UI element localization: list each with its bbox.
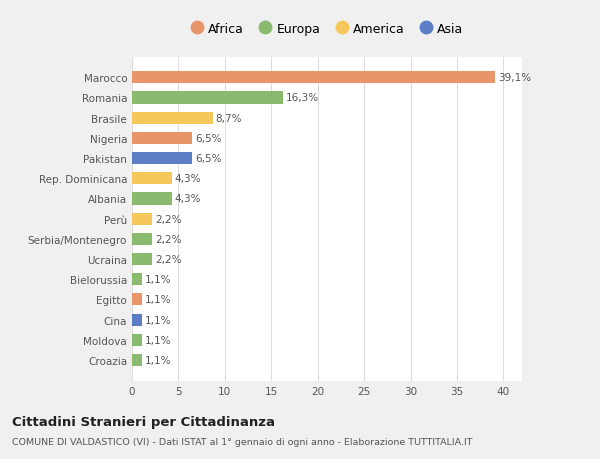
Bar (132, 294, 142, 306)
Bar (132, 193, 172, 205)
Text: 6,5%: 6,5% (195, 134, 221, 144)
Text: 1,1%: 1,1% (145, 355, 172, 365)
Text: 1,1%: 1,1% (145, 274, 172, 285)
Bar (132, 153, 193, 165)
Text: 1,1%: 1,1% (145, 315, 172, 325)
Text: COMUNE DI VALDASTICO (VI) - Dati ISTAT al 1° gennaio di ogni anno - Elaborazione: COMUNE DI VALDASTICO (VI) - Dati ISTAT a… (12, 437, 473, 446)
Text: 2,2%: 2,2% (155, 235, 182, 244)
Text: 4,3%: 4,3% (175, 194, 201, 204)
Bar (132, 314, 142, 326)
Text: 2,2%: 2,2% (155, 254, 182, 264)
Text: 2,2%: 2,2% (155, 214, 182, 224)
Text: 39,1%: 39,1% (498, 73, 531, 83)
Text: Cittadini Stranieri per Cittadinanza: Cittadini Stranieri per Cittadinanza (12, 415, 275, 428)
Legend: Africa, Europa, America, Asia: Africa, Europa, America, Asia (185, 18, 469, 41)
Bar (132, 274, 142, 285)
Text: 16,3%: 16,3% (286, 93, 319, 103)
Bar (132, 233, 152, 246)
Text: 8,7%: 8,7% (215, 113, 242, 123)
Bar (132, 253, 152, 265)
Bar (132, 72, 495, 84)
Text: 4,3%: 4,3% (175, 174, 201, 184)
Bar (132, 213, 152, 225)
Text: 1,1%: 1,1% (145, 335, 172, 345)
Bar (132, 334, 142, 346)
Bar (132, 92, 283, 104)
Bar (132, 173, 172, 185)
Text: 6,5%: 6,5% (195, 154, 221, 164)
Bar (132, 354, 142, 366)
Bar (132, 133, 193, 145)
Text: 1,1%: 1,1% (145, 295, 172, 305)
Bar (132, 112, 213, 124)
